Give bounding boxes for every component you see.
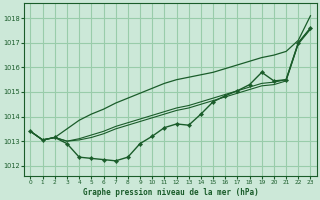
X-axis label: Graphe pression niveau de la mer (hPa): Graphe pression niveau de la mer (hPa) bbox=[83, 188, 258, 197]
